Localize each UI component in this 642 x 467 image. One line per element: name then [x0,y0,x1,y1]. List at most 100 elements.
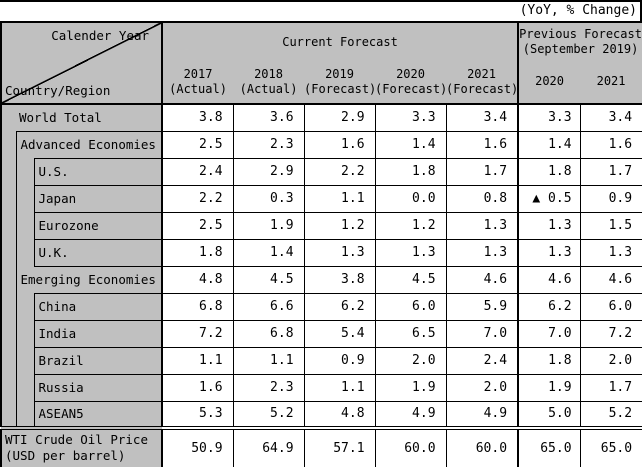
value-cell-negative: ▲ 0.5 [517,184,581,213]
value-cell: 64.9 [232,426,305,467]
value-cell: 1.8 [517,157,581,186]
row-india: India 7.2 6.8 5.4 6.5 7.0 7.0 7.2 [1,319,642,348]
row-advanced-economies: Advanced Economies 2.5 2.3 1.6 1.4 1.6 1… [1,130,642,159]
col-header-2021: 2021 (Forecast) [446,60,518,105]
col-header-prev-2021: 2021 [580,60,642,105]
col-header-2019: 2019 (Forecast) [304,60,376,105]
value-cell: 1.3 [445,238,519,267]
wti-label-line2: (USD per barrel) [5,448,126,464]
indent-strip-level1 [1,104,16,428]
value-cell: 4.6 [517,265,581,294]
value-cell: 1.1 [303,373,376,402]
value-cell: 1.6 [579,130,642,159]
value-cell: 6.0 [579,292,642,321]
col-header-2020: 2020 (Forecast) [375,60,447,105]
value-cell: 3.4 [579,103,642,132]
value-cell: 57.1 [303,426,376,467]
col-header-2018: 2018 (Actual) [233,60,305,105]
value-cell: 1.4 [232,238,305,267]
value-cell: 1.4 [517,130,581,159]
value-cell: 1.3 [517,211,581,240]
value-cell: 4.5 [232,265,305,294]
value-cell: 1.3 [445,211,519,240]
value-cell: 1.3 [374,238,447,267]
value-cell: 2.0 [374,346,447,375]
value-cell: 3.6 [232,103,305,132]
value-cell: 1.2 [374,211,447,240]
value-cell: 6.8 [161,292,234,321]
value-cell: 2.0 [579,346,642,375]
value-cell: 4.8 [303,400,376,429]
value-cell: 2.0 [445,373,519,402]
value-cell: 1.6 [445,130,519,159]
value-cell: 1.7 [579,373,642,402]
header-country-region-label: Country/Region [5,83,111,98]
value-cell: 50.9 [161,426,234,467]
value-cell: 7.0 [517,319,581,348]
value-cell: 1.4 [374,130,447,159]
value-cell: 2.3 [232,130,305,159]
indent-strip-level2 [15,158,35,266]
header-calendar-year-label: Calender Year [51,28,150,43]
value-cell: 1.9 [232,211,305,240]
value-cell: 2.5 [161,211,234,240]
value-cell: 7.0 [445,319,519,348]
col-header-2017: 2017 (Actual) [162,60,234,105]
row-label: Emerging Economies [15,266,164,293]
value-cell: 4.8 [161,265,234,294]
row-label: World Total [16,103,164,132]
value-cell: 1.8 [517,346,581,375]
value-cell: 6.5 [374,319,447,348]
value-cell: 1.3 [579,238,642,267]
row-label: Brazil [33,346,164,375]
value-cell: 1.9 [517,373,581,402]
value-cell: 1.2 [303,211,376,240]
previous-forecast-header: Previous Forecast (September 2019) [517,21,642,60]
value-cell: 0.0 [374,184,447,213]
row-label: Japan [33,184,164,213]
yoy-unit-note: (YoY, % Change) [0,0,642,21]
diagonal-header-cell: Calender Year Country/Region [0,21,164,105]
value-cell: 1.8 [374,157,447,186]
col-header-prev-2020: 2020 [517,60,581,105]
value-cell: 4.6 [579,265,642,294]
row-emerging-economies: Emerging Economies 4.8 4.5 3.8 4.5 4.6 4… [1,265,642,294]
row-eurozone: Eurozone 2.5 1.9 1.2 1.2 1.3 1.3 1.5 [1,211,642,240]
value-cell: 1.3 [303,238,376,267]
value-cell: 4.9 [374,400,447,429]
value-cell: 2.4 [161,157,234,186]
row-wti-crude-oil-price: WTI Crude Oil Price (USD per barrel) 50.… [0,426,642,467]
value-cell: 1.1 [161,346,234,375]
row-uk: U.K. 1.8 1.4 1.3 1.3 1.3 1.3 1.3 [1,238,642,267]
value-cell: 0.9 [579,184,642,213]
value-cell: 3.8 [303,265,376,294]
value-cell: 2.5 [161,130,234,159]
row-label: U.S. [33,157,164,186]
value-cell: 5.9 [445,292,519,321]
value-cell: 6.0 [374,292,447,321]
header-row-sections: Calender Year Country/Region Current For… [0,21,642,105]
value-cell: 7.2 [161,319,234,348]
row-japan: Japan 2.2 0.3 1.1 0.0 0.8 ▲ 0.5 0.9 [1,184,642,213]
value-cell: 1.6 [161,373,234,402]
value-cell: 4.5 [374,265,447,294]
row-world-total: World Total 3.8 3.6 2.9 3.3 3.4 3.3 3.4 [1,103,642,428]
value-cell: 4.9 [445,400,519,429]
current-forecast-header: Current Forecast [161,21,519,60]
value-cell: 2.9 [232,157,305,186]
value-cell: 3.3 [517,103,581,132]
row-asean5: ASEAN5 5.3 5.2 4.8 4.9 4.9 5.0 5.2 [1,400,642,429]
value-cell: 2.2 [303,157,376,186]
value-cell: 1.8 [161,238,234,267]
value-cell: 6.8 [232,319,305,348]
row-label: U.K. [33,238,164,267]
value-cell: 3.4 [445,103,519,132]
value-cell: 6.6 [232,292,305,321]
value-cell: 4.6 [445,265,519,294]
wti-label-line1: WTI Crude Oil Price [5,432,148,448]
previous-forecast-subtitle: (September 2019) [522,41,639,56]
value-cell: 1.6 [303,130,376,159]
value-cell: 60.0 [374,426,447,467]
header-row-years: 2017 (Actual) 2018 (Actual) 2019 (Foreca… [1,60,642,105]
value-cell: 2.9 [303,103,376,132]
